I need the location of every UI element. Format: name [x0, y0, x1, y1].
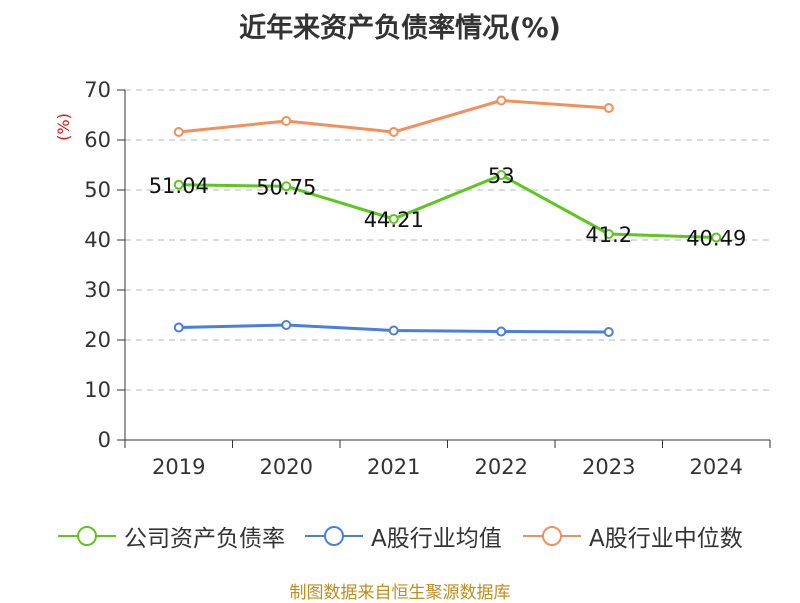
data-source-note: 制图数据来自恒生聚源数据库 — [289, 583, 511, 603]
data-point — [496, 326, 507, 337]
legend-marker-icon — [523, 526, 581, 546]
legend-label: A股行业中位数 — [589, 526, 743, 552]
y-tick-label: 40 — [84, 228, 111, 252]
legend-item-industry-median[interactable]: A股行业中位数 — [523, 518, 743, 554]
legend-marker-icon — [305, 526, 363, 546]
data-label: 53 — [488, 164, 515, 188]
data-label: 41.2 — [585, 223, 632, 247]
y-tick-label: 10 — [84, 378, 111, 402]
data-point — [496, 95, 507, 106]
legend: 公司资产负债率 A股行业均值 A股行业中位数 — [0, 518, 800, 554]
data-point — [281, 181, 292, 192]
legend-marker-icon — [58, 526, 116, 546]
y-tick-label: 20 — [84, 328, 111, 352]
grid-lines — [125, 89, 770, 391]
legend-item-company[interactable]: 公司资产负债率 — [58, 518, 285, 554]
chart-title: 近年来资产负债率情况(%) — [239, 13, 561, 44]
data-point — [281, 320, 292, 330]
x-tick-label: 2023 — [582, 455, 635, 479]
x-tick-label: 2019 — [152, 455, 205, 479]
data-label: 51.04 — [149, 174, 209, 198]
data-point — [173, 322, 184, 333]
y-tick-label: 60 — [84, 128, 111, 152]
data-label: 50.75 — [256, 175, 316, 199]
data-labels: 51.04 50.75 44.21 53 41.2 40.49 — [149, 164, 747, 251]
legend-item-industry-mean[interactable]: A股行业均值 — [305, 518, 502, 554]
data-point — [603, 229, 614, 239]
data-point — [173, 179, 184, 190]
data-point — [281, 116, 292, 126]
axes: 0 10 20 30 40 50 60 70 2019 2020 2021 2022 2023 2024 — [84, 78, 771, 479]
x-tick-label: 2022 — [475, 455, 528, 479]
y-tick-label: 30 — [84, 278, 111, 302]
legend-label: A股行业均值 — [371, 526, 502, 552]
data-point — [603, 327, 614, 337]
y-tick-label: 0 — [98, 428, 111, 452]
y-tick-label: 70 — [84, 78, 111, 102]
data-point — [388, 213, 399, 224]
y-tick-label: 50 — [84, 178, 111, 202]
data-point — [496, 170, 507, 180]
data-point — [388, 127, 399, 137]
series-line-0 — [178, 173, 717, 240]
data-point — [711, 232, 722, 243]
x-tick-label: 2020 — [260, 455, 313, 479]
data-point — [603, 103, 614, 113]
series-lines — [173, 95, 722, 337]
x-tick-label: 2024 — [690, 455, 743, 479]
data-label: 44.21 — [364, 208, 424, 232]
data-point — [173, 127, 184, 137]
legend-label: 公司资产负债率 — [124, 526, 285, 552]
x-tick-label: 2021 — [367, 455, 420, 479]
data-label: 40.49 — [686, 227, 746, 251]
data-point — [388, 325, 399, 336]
